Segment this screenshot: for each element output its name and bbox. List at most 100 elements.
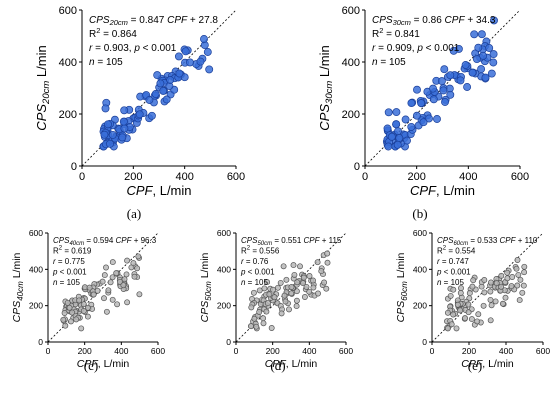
data-point (261, 285, 268, 292)
r2-superscript: 2 (96, 26, 100, 35)
x-axis-label-unit: , L/min (482, 358, 514, 370)
data-point (124, 257, 131, 264)
r2-superscript: 2 (247, 246, 251, 252)
data-point (498, 283, 505, 290)
data-point (515, 271, 522, 278)
data-point (114, 301, 121, 308)
data-point (120, 106, 129, 115)
r-squared: R2 = 0.619 (53, 246, 92, 256)
r2-symbol: R (437, 247, 443, 256)
data-point (196, 57, 205, 66)
x-axis-label: CPF, L/min (410, 183, 475, 198)
data-point (266, 291, 273, 298)
y-tick-label: 0 (226, 337, 231, 347)
y-axis-label: CPS20cm L/min (34, 45, 52, 130)
data-point (253, 323, 260, 330)
data-point (147, 111, 156, 120)
data-point (521, 263, 528, 270)
regression-equation: CPS20cm = 0.847 CPF + 27.8 (89, 15, 218, 27)
data-point (462, 315, 468, 322)
y-tick-label: 600 (59, 5, 77, 17)
y-axis-label: CPS60cm L/min (395, 252, 409, 322)
data-point (323, 285, 330, 292)
data-point (270, 286, 276, 293)
data-point (66, 304, 73, 311)
data-point (468, 316, 475, 323)
data-point (109, 274, 116, 281)
data-point (151, 90, 160, 98)
data-point (264, 279, 271, 286)
data-point (131, 273, 138, 280)
data-point (174, 52, 183, 61)
data-point (487, 69, 496, 78)
data-point (488, 302, 495, 309)
y-tick-label: 200 (217, 301, 231, 311)
data-point (94, 287, 101, 294)
x-tick-label: 400 (459, 171, 477, 183)
data-point (290, 262, 297, 269)
data-point (135, 253, 142, 260)
n-value: = 105 (57, 278, 80, 287)
data-point (99, 278, 106, 285)
eq-coefficient: = 0.86 (411, 15, 445, 26)
x-axis-label-var: CPF (461, 358, 483, 370)
data-point (135, 110, 144, 119)
data-point (425, 114, 433, 123)
n-symbol: n (89, 57, 95, 68)
y-axis-label: CPS40cm L/min (11, 252, 25, 322)
sample-size: n = 105 (437, 278, 464, 287)
data-point (487, 296, 494, 303)
data-point (248, 304, 255, 311)
correlation-line: r = 0.903, p < 0.001 (89, 43, 177, 54)
eq-variable: CPF (115, 236, 132, 245)
data-point (489, 58, 498, 67)
data-point (121, 276, 128, 283)
y-tick-label: 400 (59, 57, 77, 69)
data-point (468, 68, 477, 77)
r-symbol: r (437, 257, 440, 266)
n-value: = 105 (245, 278, 268, 287)
y-axis-label-unit: L/min (395, 252, 407, 281)
n-symbol: n (372, 57, 378, 68)
x-axis-label-var: CPF (410, 183, 437, 198)
data-point (288, 284, 295, 290)
data-point (457, 290, 464, 296)
data-point (136, 291, 143, 298)
x-tick-label: 0 (234, 346, 239, 356)
data-point (407, 122, 416, 131)
data-point (498, 272, 505, 279)
r2-symbol: R (372, 29, 379, 40)
x-axis-label-unit: , L/min (98, 358, 130, 370)
x-tick-label: 400 (499, 346, 513, 356)
r-symbol: r (89, 43, 93, 54)
data-point (417, 99, 426, 108)
data-point (393, 140, 402, 149)
data-point (465, 309, 472, 316)
x-axis-label-unit: , L/min (436, 183, 475, 198)
data-point (513, 265, 520, 272)
eq-subscript: 20cm (109, 18, 128, 27)
x-tick-label: 600 (339, 346, 353, 356)
n-symbol: n (437, 278, 442, 287)
x-axis-label-var: CPF (265, 358, 287, 370)
eq-intercept: + 27.8 (187, 15, 218, 26)
correlation-line: r = 0.747 (437, 257, 469, 266)
data-point (477, 30, 486, 39)
data-point (474, 43, 483, 52)
panel-label: (c) (84, 358, 98, 373)
r-value: = 0.76 (244, 257, 269, 266)
y-axis-label-var: CPS (317, 104, 332, 131)
r2-value: = 0.554 (446, 247, 476, 256)
data-point (200, 35, 208, 43)
data-point (250, 289, 257, 296)
data-point (481, 289, 488, 296)
data-point (297, 263, 303, 270)
data-point (120, 282, 127, 289)
data-point (205, 65, 214, 74)
y-axis-label-unit: L/min (34, 45, 49, 80)
r2-symbol: R (53, 247, 59, 256)
y-axis-label-subscript: 20cm (41, 81, 52, 105)
data-point (181, 47, 190, 56)
eq-lhs: CPS (372, 15, 393, 26)
